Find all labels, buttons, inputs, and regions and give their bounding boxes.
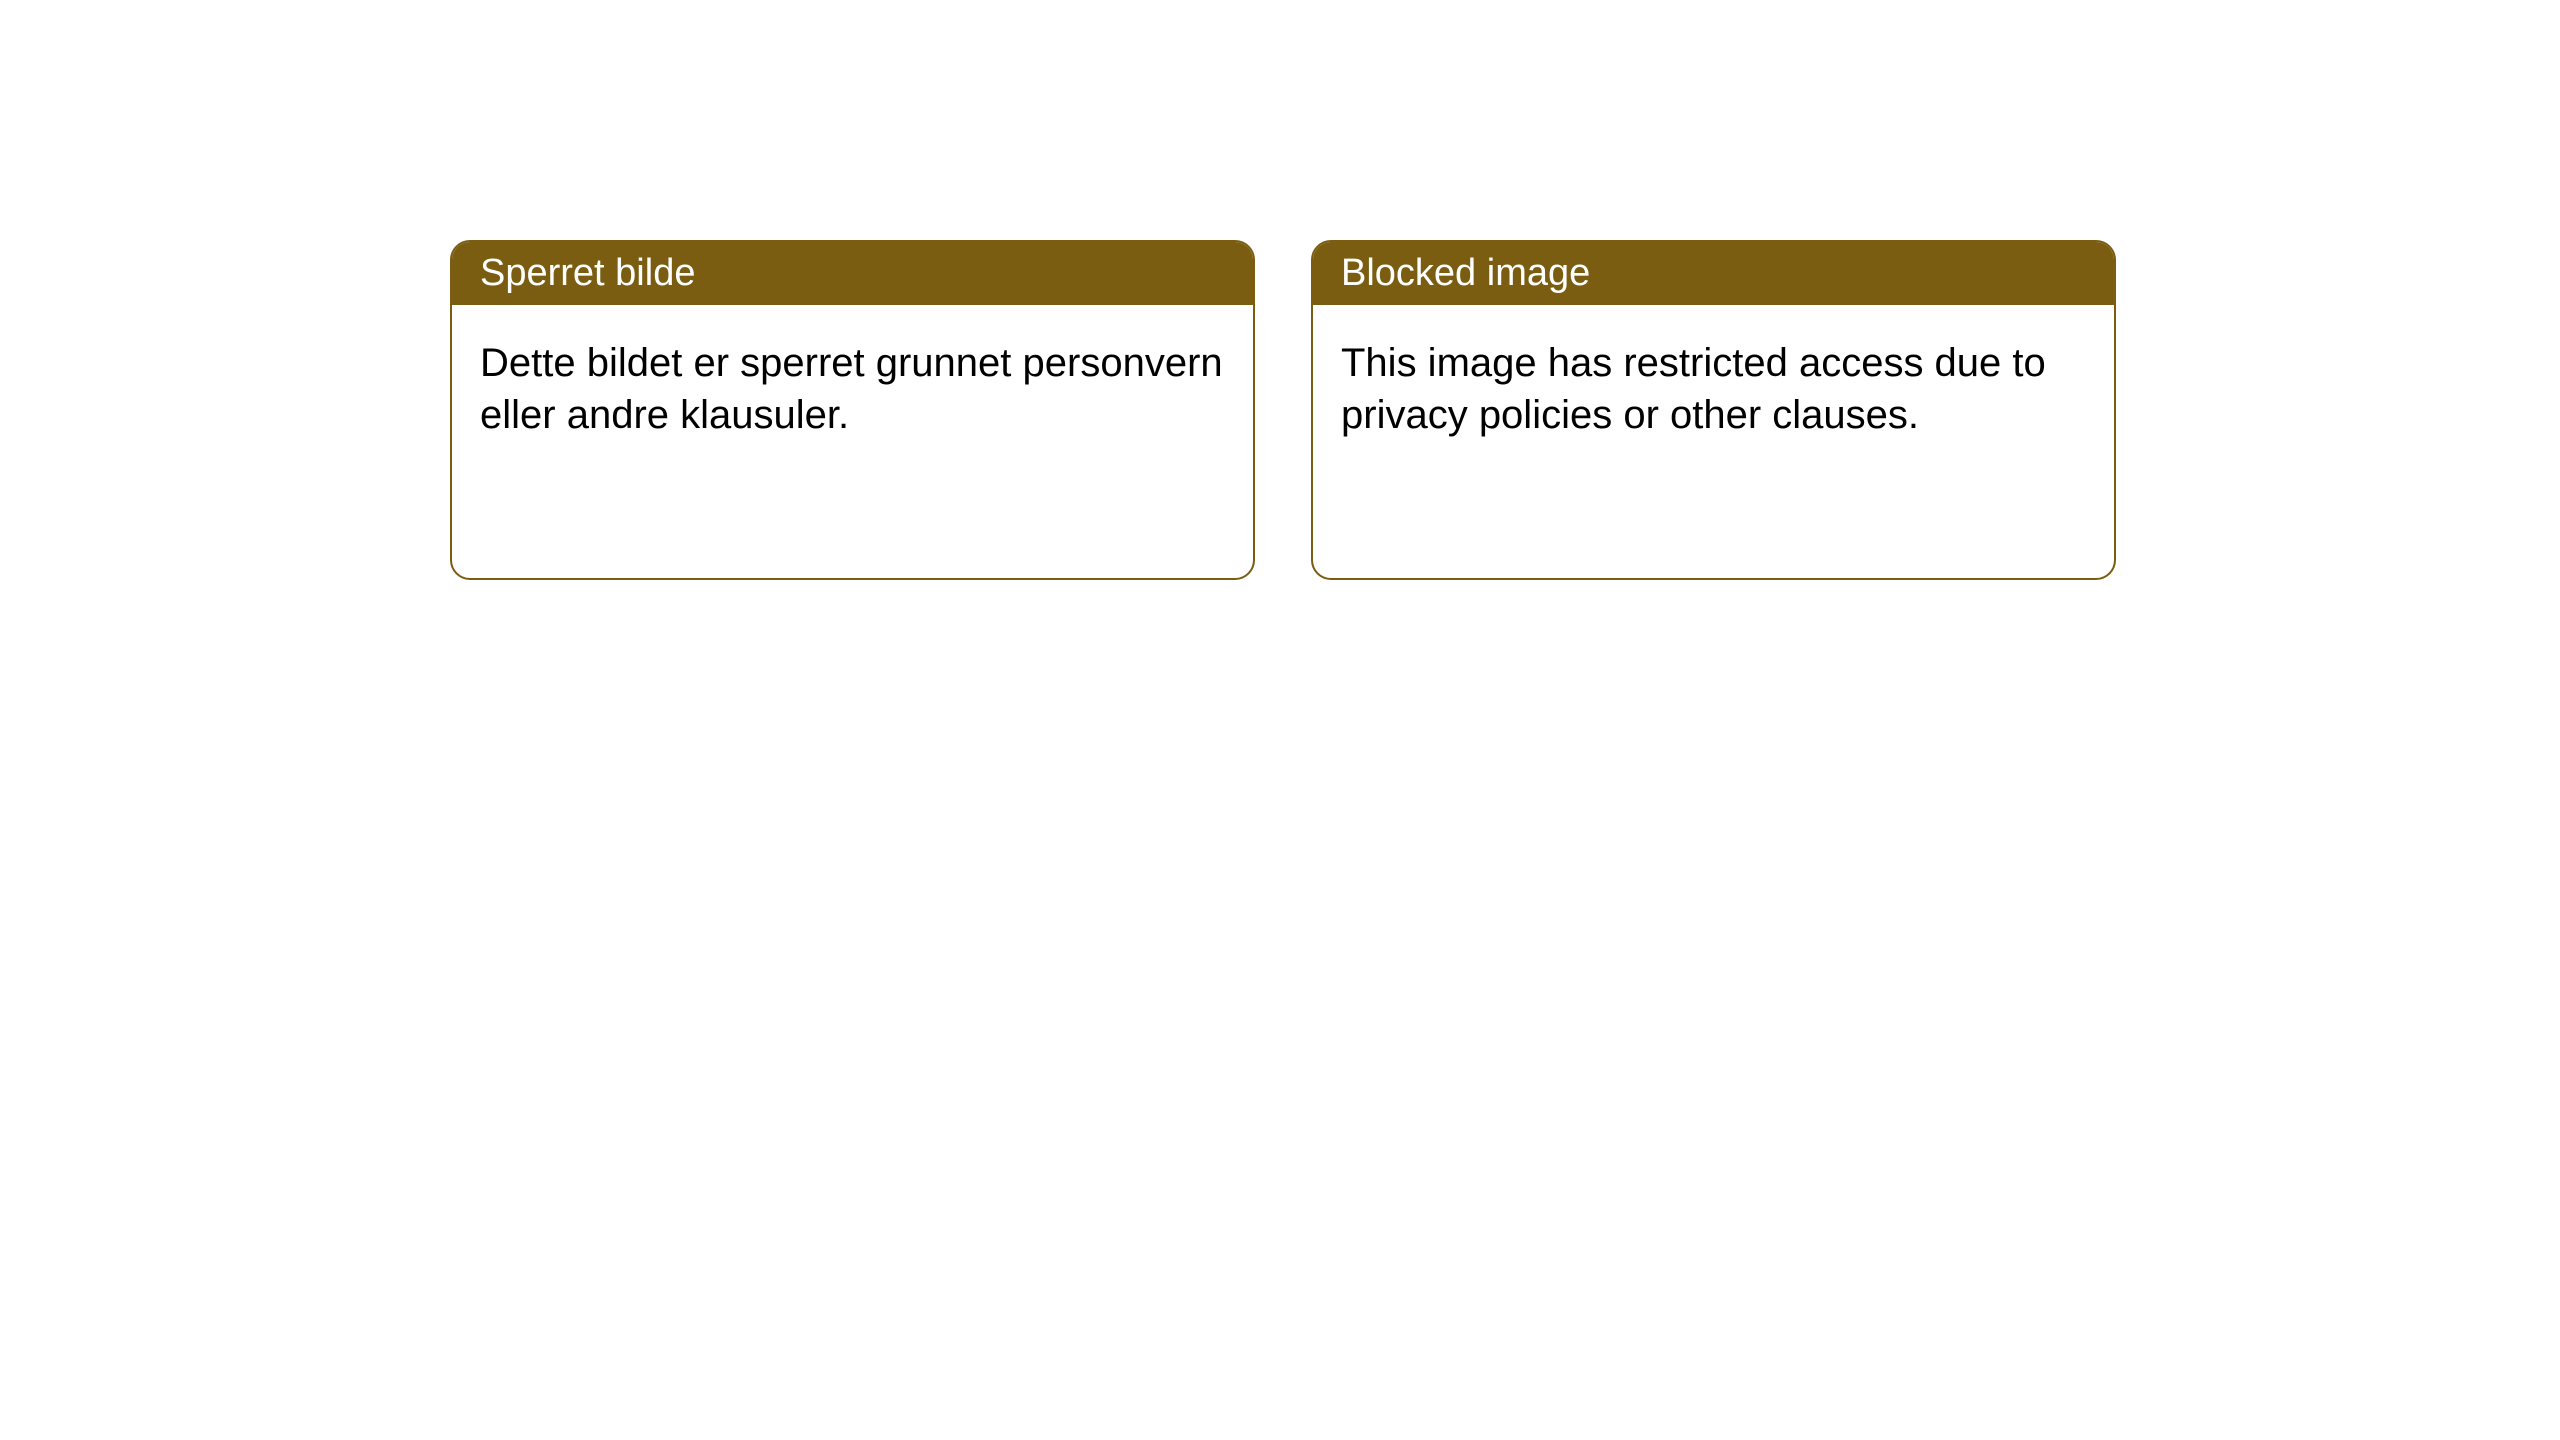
card-title: Blocked image xyxy=(1313,242,2114,305)
card-body: Dette bildet er sperret grunnet personve… xyxy=(452,305,1253,473)
notice-container: Sperret bilde Dette bildet er sperret gr… xyxy=(0,0,2560,580)
blocked-image-card-en: Blocked image This image has restricted … xyxy=(1311,240,2116,580)
card-body: This image has restricted access due to … xyxy=(1313,305,2114,473)
blocked-image-card-no: Sperret bilde Dette bildet er sperret gr… xyxy=(450,240,1255,580)
card-title: Sperret bilde xyxy=(452,242,1253,305)
